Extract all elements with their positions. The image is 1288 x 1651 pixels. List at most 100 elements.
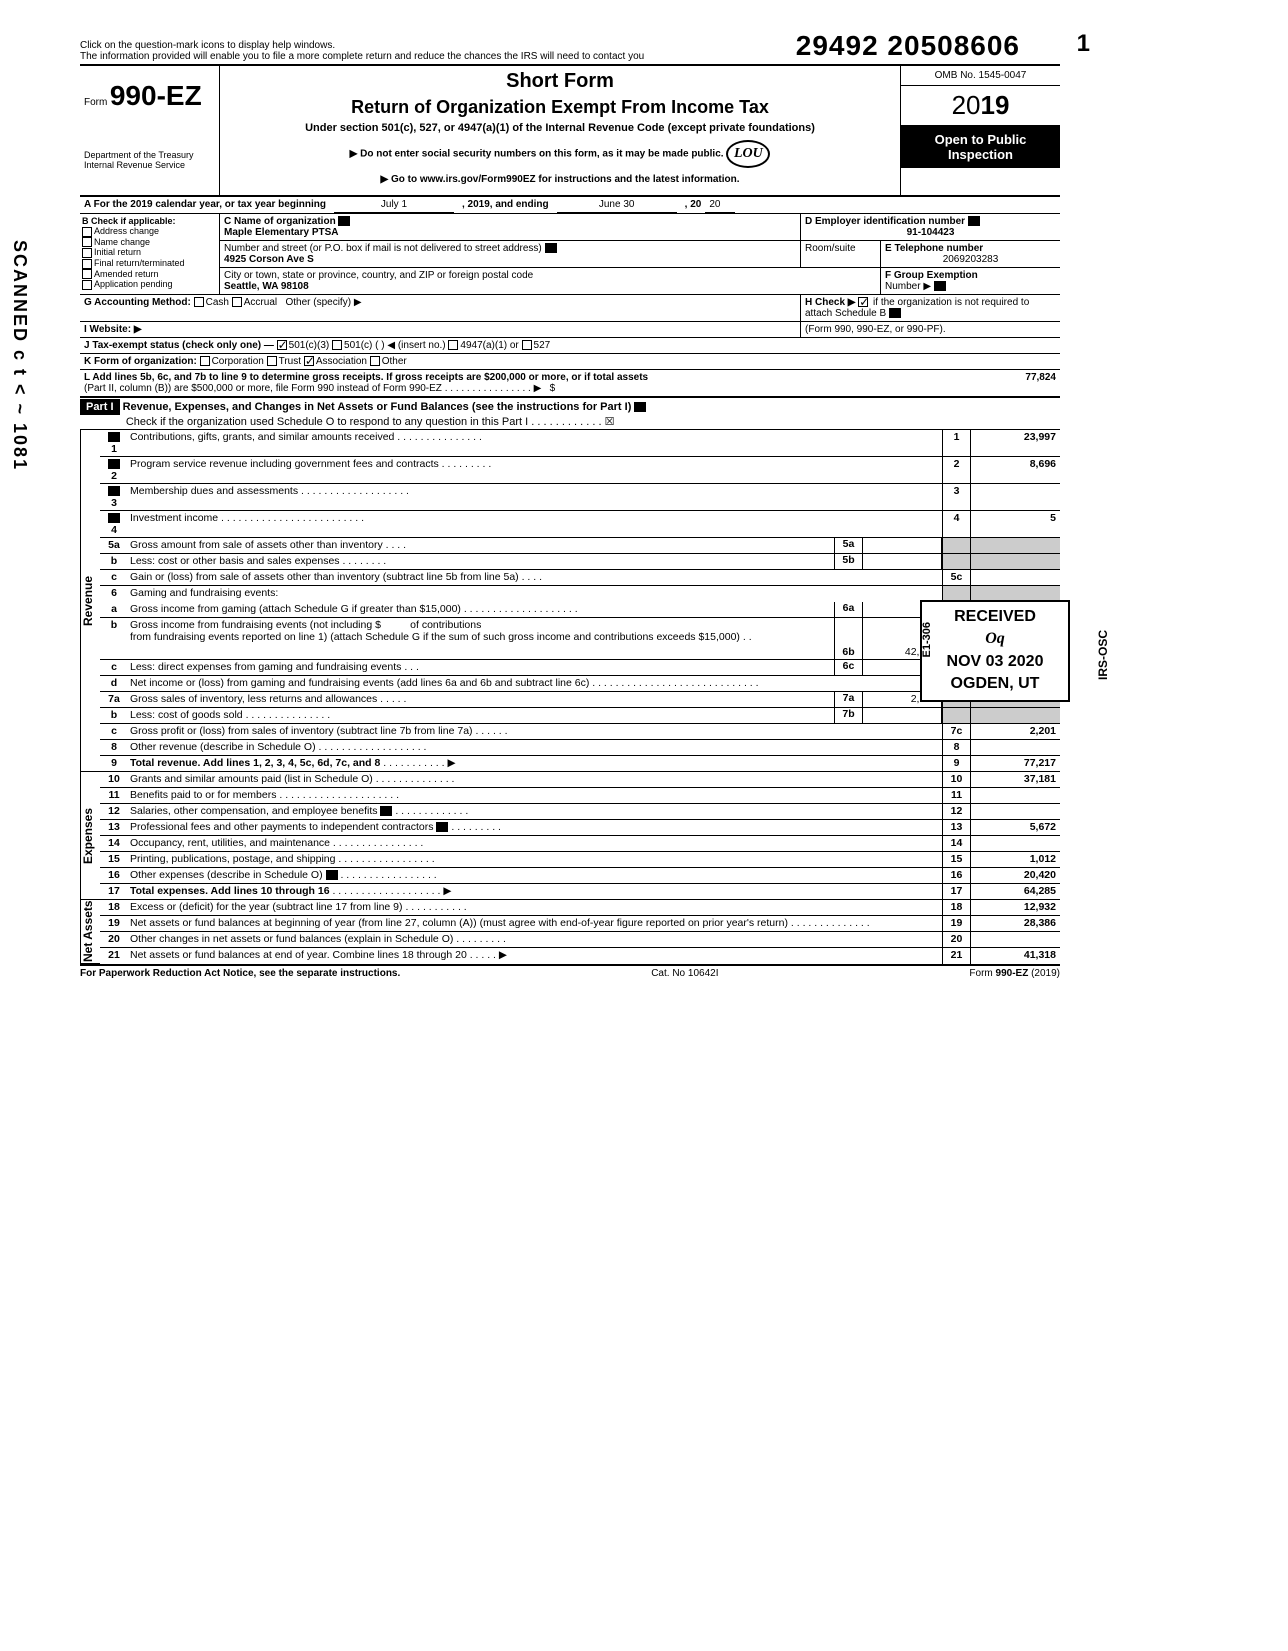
received-stamp: E1-306 RECEIVED Oq NOV 03 2020 OGDEN, UT — [920, 600, 1070, 702]
stamp-e1: E1-306 — [920, 622, 935, 657]
line-a: A For the 2019 calendar year, or tax yea… — [80, 197, 1060, 214]
help-icon[interactable] — [968, 216, 980, 226]
revenue-section: Revenue 1Contributions, gifts, grants, a… — [80, 430, 1060, 772]
help-icon[interactable] — [634, 402, 646, 412]
cb-assoc[interactable] — [304, 356, 314, 366]
cb-initial: Initial return — [82, 247, 217, 258]
open-public: Open to Public Inspection — [901, 126, 1060, 168]
short-form-title: Short Form — [224, 70, 896, 93]
cb-501c3[interactable] — [277, 340, 287, 350]
expenses-section: Expenses 10Grants and similar amounts pa… — [80, 772, 1060, 900]
stamp-received: RECEIVED — [926, 606, 1064, 628]
cb-final: Final return/terminated — [82, 258, 217, 269]
revenue-label: Revenue — [80, 430, 100, 772]
netassets-label: Net Assets — [80, 900, 100, 964]
irs-osc: IRS-OSC — [1096, 630, 1110, 680]
irs-label: Internal Revenue Service — [84, 160, 215, 170]
col-b: B Check if applicable: Address change Na… — [80, 214, 220, 294]
help-icon[interactable] — [108, 459, 120, 469]
cb-corp[interactable] — [200, 356, 210, 366]
phone[interactable]: 2069203283 — [885, 254, 1056, 265]
help-icon[interactable] — [545, 243, 557, 253]
help-icon[interactable] — [380, 806, 392, 816]
cb-501c[interactable] — [332, 340, 342, 350]
line-i: I Website: ▶ (Form 990, 990-EZ, or 990-P… — [80, 322, 1060, 338]
cb-trust[interactable] — [267, 356, 277, 366]
form-header: Form 990-EZ Department of the Treasury I… — [80, 66, 1060, 197]
line-k: K Form of organization: Corporation Trus… — [80, 354, 1060, 370]
cb-cash[interactable] — [194, 297, 204, 307]
help-icon[interactable] — [108, 513, 120, 523]
end-date[interactable]: June 30 — [557, 197, 677, 213]
stamp-ogden: OGDEN, UT — [926, 673, 1064, 695]
form-footer: Form 990-EZ (2019) — [969, 968, 1060, 979]
b-header: B Check if applicable: — [82, 216, 217, 226]
cb-address: Address change — [82, 226, 217, 237]
expenses-label: Expenses — [80, 772, 100, 900]
line-l: L Add lines 5b, 6c, and 7b to line 9 to … — [80, 370, 1060, 398]
part1-header: Part I Revenue, Expenses, and Changes in… — [80, 398, 1060, 430]
gross-receipts: 77,824 — [940, 370, 1060, 396]
cb-527[interactable] — [522, 340, 532, 350]
dln-number: 29492 20508606 — [796, 30, 1020, 62]
col-cde: C Name of organization Maple Elementary … — [220, 214, 1060, 294]
d-label: D Employer identification number — [805, 216, 965, 227]
end-year[interactable]: 20 — [705, 197, 735, 213]
cat-no: Cat. No 10642I — [651, 968, 718, 979]
cb-accrual[interactable] — [232, 297, 242, 307]
help-line-2: The information provided will enable you… — [80, 51, 644, 62]
footer: For Paperwork Reduction Act Notice, see … — [80, 966, 1060, 979]
street[interactable]: 4925 Corson Ave S — [224, 254, 314, 265]
e-label: E Telephone number — [885, 243, 983, 254]
goto-irs: ▶ Go to www.irs.gov/Form990EZ for instru… — [224, 174, 896, 185]
form-center: Short Form Return of Organization Exempt… — [220, 66, 900, 195]
initials-oval: LOU — [726, 140, 770, 168]
line-j: J Tax-exempt status (check only one) — 5… — [80, 338, 1060, 354]
line-h: H Check ▶ if the organization is not req… — [800, 295, 1060, 321]
page-number: 1 — [1077, 30, 1090, 58]
scanned-stamp: SCANNED c t < ~ 1081 — [9, 240, 30, 471]
h-sub: (Form 990, 990-EZ, or 990-PF). — [800, 322, 1060, 337]
line-g: G Accounting Method: Cash Accrual Other … — [80, 295, 1060, 322]
return-title: Return of Organization Exempt From Incom… — [224, 97, 896, 118]
help-icon[interactable] — [108, 486, 120, 496]
begin-date[interactable]: July 1 — [334, 197, 454, 213]
f-label: F Group Exemption — [885, 270, 978, 281]
cb-other[interactable] — [370, 356, 380, 366]
tax-year: 2019 — [901, 86, 1060, 126]
cb-4947[interactable] — [448, 340, 458, 350]
form-right: OMB No. 1545-0047 2019 Open to Public In… — [900, 66, 1060, 195]
help-icon[interactable] — [108, 432, 120, 442]
street-label: Number and street (or P.O. box if mail i… — [224, 243, 542, 254]
room-suite: Room/suite — [800, 241, 880, 267]
form-990ez: 990-EZ — [110, 80, 202, 111]
help-icon[interactable] — [436, 822, 448, 832]
bcdef-block: B Check if applicable: Address change Na… — [80, 214, 1060, 295]
cb-sched-b[interactable] — [858, 297, 868, 307]
help-icon[interactable] — [934, 281, 946, 291]
dept-treasury: Department of the Treasury — [84, 150, 215, 160]
cb-name: Name change — [82, 237, 217, 248]
city-label: City or town, state or province, country… — [224, 270, 533, 281]
under-section: Under section 501(c), 527, or 4947(a)(1)… — [224, 122, 896, 134]
form-left: Form 990-EZ Department of the Treasury I… — [80, 66, 220, 195]
cb-amended: Amended return — [82, 269, 217, 280]
paperwork-notice: For Paperwork Reduction Act Notice, see … — [80, 968, 400, 979]
ein[interactable]: 91-104423 — [805, 227, 1056, 238]
form-page: 29492 20508606 1 SCANNED c t < ~ 1081 Cl… — [80, 40, 1060, 979]
help-icon[interactable] — [338, 216, 350, 226]
help-icon[interactable] — [889, 308, 901, 318]
cb-pending: Application pending — [82, 279, 217, 290]
netassets-section: Net Assets 18Excess or (deficit) for the… — [80, 900, 1060, 966]
stamp-scribble: Oq — [926, 628, 1064, 650]
help-line-1: Click on the question-mark icons to disp… — [80, 40, 335, 51]
stamp-date: NOV 03 2020 — [926, 651, 1064, 673]
city[interactable]: Seattle, WA 98108 — [224, 281, 309, 292]
form-prefix: Form — [84, 97, 107, 108]
c-label: C Name of organization — [224, 216, 336, 227]
f-label2: Number ▶ — [885, 281, 931, 292]
help-icon[interactable] — [326, 870, 338, 880]
org-name[interactable]: Maple Elementary PTSA — [224, 227, 338, 238]
omb-number: OMB No. 1545-0047 — [901, 66, 1060, 86]
ssn-warning: ▶ Do not enter social security numbers o… — [224, 140, 896, 168]
